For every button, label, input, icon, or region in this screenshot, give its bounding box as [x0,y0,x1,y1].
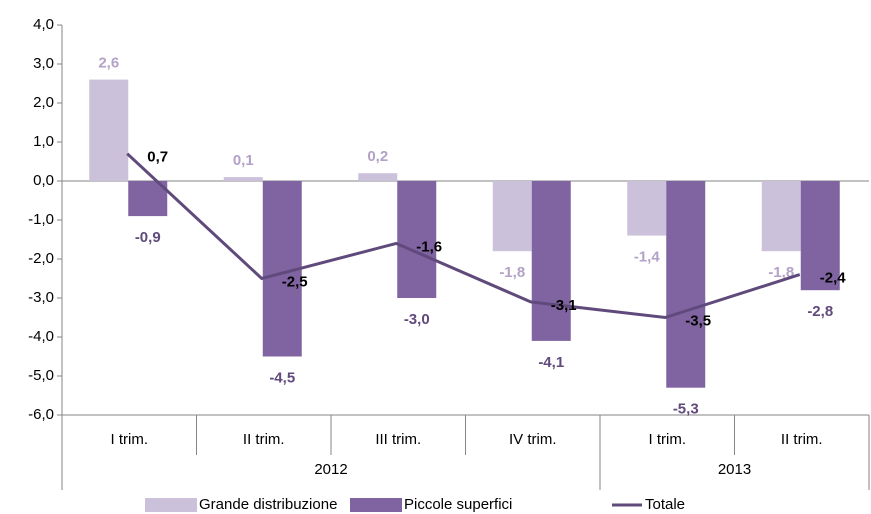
legend-label: Totale [645,496,685,513]
x-tick-label: II trim. [243,431,285,448]
data-label: -3,0 [404,311,430,328]
data-label: -1,8 [499,264,525,281]
x-tick-label: IV trim. [509,431,557,448]
y-tick-label: -2,0 [28,250,54,267]
bar [397,181,437,298]
bar [223,177,263,181]
data-label: -0,9 [135,229,161,246]
bar [627,181,667,236]
data-label: -5,3 [673,401,699,418]
data-label: 0,2 [367,148,388,165]
y-tick-label: 3,0 [33,55,54,72]
data-label: -1,6 [416,238,442,255]
x-tick-label: II trim. [781,431,823,448]
y-tick-label: -6,0 [28,406,54,423]
bar [666,181,706,388]
data-label: -2,5 [282,273,308,290]
y-tick-label: 1,0 [33,133,54,150]
data-label: -2,4 [820,270,847,287]
data-label: -3,1 [551,297,577,314]
legend-swatch [350,498,402,512]
data-label: 0,7 [147,149,168,166]
y-tick-label: 4,0 [33,16,54,33]
line [126,152,801,320]
bar [761,181,801,252]
data-label: -4,5 [269,369,295,386]
data-label: 2,6 [98,55,119,72]
legend-label: Piccole superfici [404,496,512,513]
legend-label: Grande distribuzione [199,496,337,513]
y-tick-label: -1,0 [28,211,54,228]
y-tick-label: -3,0 [28,289,54,306]
legend-swatch [145,498,197,512]
bar [89,79,129,181]
data-label: 0,1 [233,152,254,169]
data-label: -2,8 [807,303,833,320]
x-tick-label: I trim. [649,431,687,448]
group-label: 2013 [718,461,751,478]
bar [531,181,571,341]
y-tick-label: -5,0 [28,367,54,384]
bar [128,181,168,217]
group-label: 2012 [314,461,347,478]
y-tick-label: 0,0 [33,172,54,189]
data-label: -3,5 [685,312,711,329]
data-label: -1,4 [634,249,661,266]
y-tick-label: 2,0 [33,94,54,111]
x-tick-label: I trim. [111,431,149,448]
bar [492,181,532,252]
bar [800,181,840,291]
data-label: -4,1 [538,354,564,371]
bar [358,173,398,181]
y-tick-label: -4,0 [28,328,54,345]
x-tick-label: III trim. [375,431,421,448]
